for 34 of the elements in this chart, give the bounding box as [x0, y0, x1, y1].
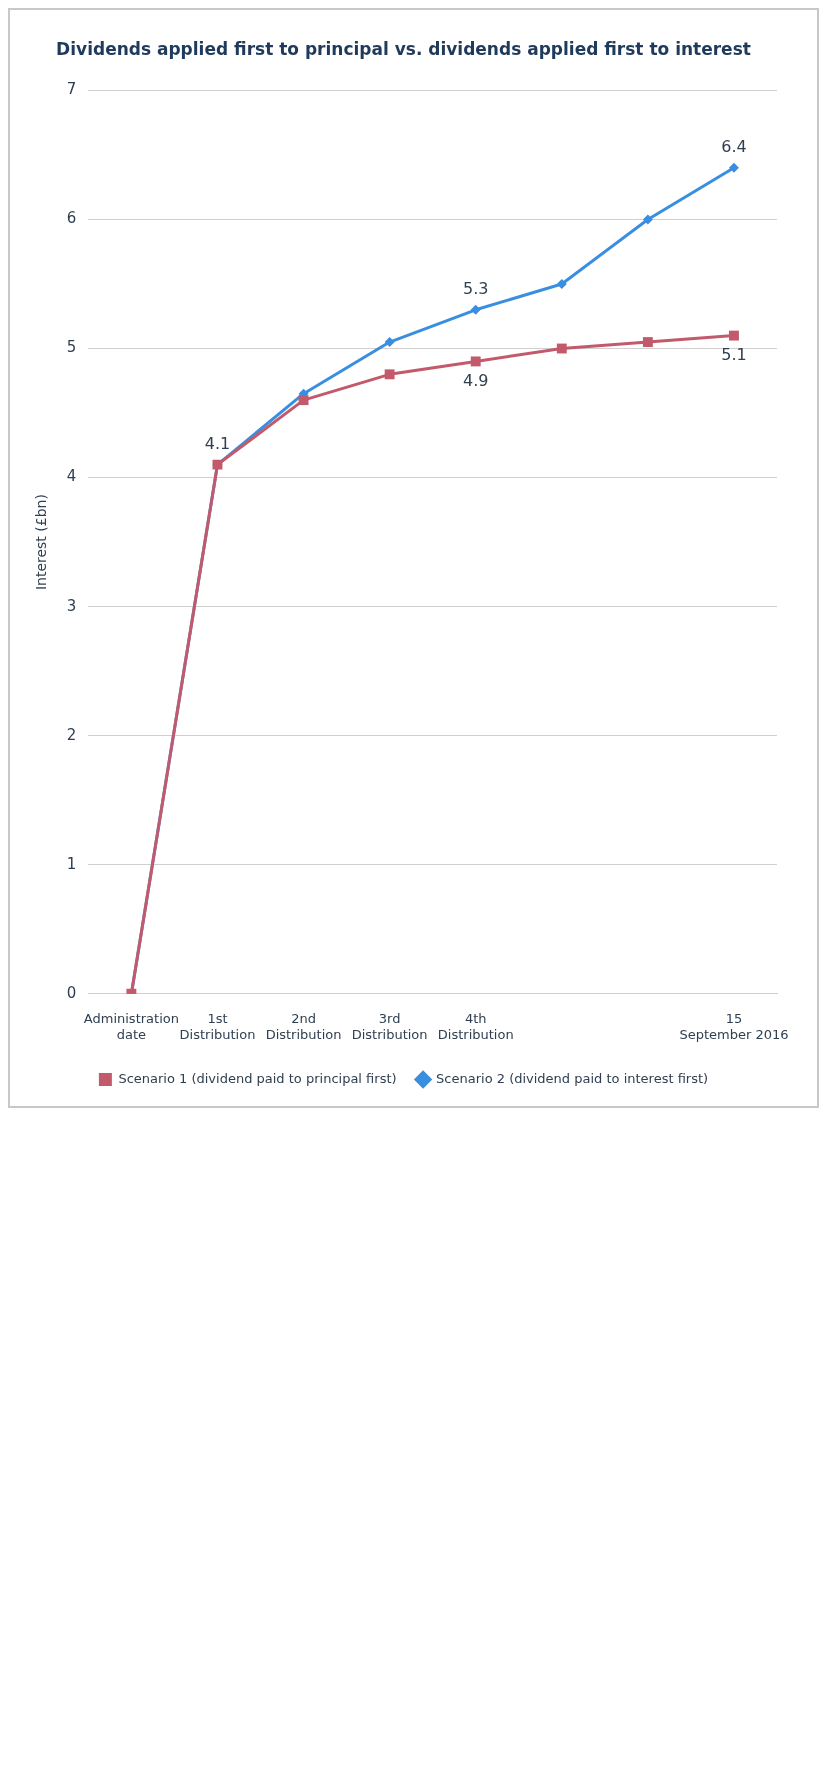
point	[470, 304, 481, 315]
point	[729, 330, 739, 341]
point	[298, 395, 309, 406]
y-tick-label: 6	[66, 209, 77, 228]
y-tick-label: 4	[66, 467, 77, 486]
x-tick-label: 1st Distribution	[179, 1010, 256, 1042]
legend-label: Scenario 2 (dividend paid to interest first)	[436, 1070, 709, 1086]
point	[642, 214, 653, 225]
y-tick-label: 7	[66, 80, 77, 99]
data-label: 6.4	[721, 136, 747, 156]
y-tick-label: 5	[66, 338, 77, 357]
chart-title: Dividends applied first to principal vs. dividends applied first to interest	[56, 38, 751, 59]
data-label: 4.9	[462, 370, 489, 390]
x-tick-label: 4th Distribution	[437, 1010, 514, 1042]
y-tick-label: 1	[66, 854, 77, 873]
point	[556, 278, 567, 289]
data-label: 5.3	[462, 278, 489, 298]
legend-label: Scenario 1 (dividend paid to principal first)	[118, 1070, 397, 1086]
point	[470, 356, 481, 367]
y-axis-title: Interest (£bn)	[33, 494, 50, 591]
x-tick-label: 2nd Distribution	[265, 1010, 342, 1042]
x-tick-label: 15 September 2016	[679, 1010, 789, 1042]
point	[384, 369, 395, 380]
data-label: 4.1	[204, 433, 231, 453]
y-tick-label: 0	[66, 983, 77, 1002]
x-tick-label: Administration date	[83, 1010, 179, 1042]
point	[384, 337, 395, 348]
point	[642, 337, 653, 348]
data-label: 5.1	[721, 344, 747, 364]
y-tick-label: 2	[66, 725, 77, 744]
point	[728, 162, 739, 173]
y-tick-label: 3	[66, 596, 77, 615]
point	[556, 343, 567, 354]
x-tick-label: 3rd Distribution	[351, 1010, 428, 1042]
